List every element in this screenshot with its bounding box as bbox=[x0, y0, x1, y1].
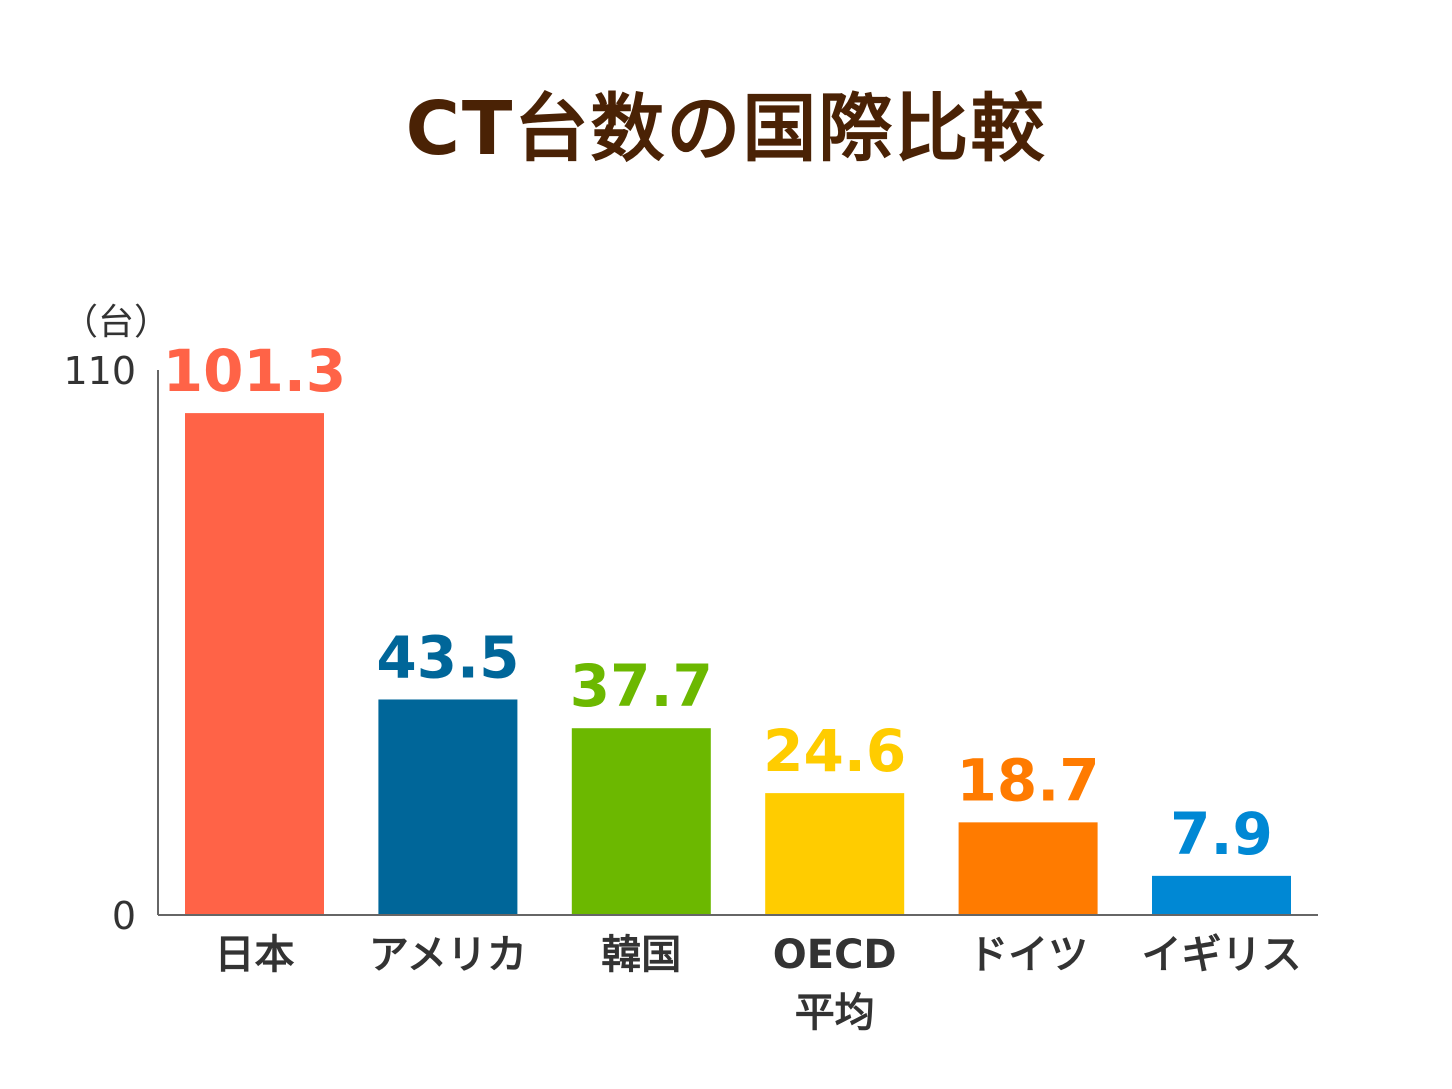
y-tick-label: 0 bbox=[112, 894, 136, 938]
category-label: 日本 bbox=[215, 932, 295, 978]
bar bbox=[378, 699, 518, 915]
value-label: 101.3 bbox=[163, 337, 346, 405]
bar bbox=[1152, 875, 1291, 915]
category-label: イギリス bbox=[1142, 932, 1302, 978]
value-labels: 101.3 43.5 37.7 24.6 18.7 7.9 bbox=[163, 337, 1273, 868]
category-label: 韓国 bbox=[601, 932, 681, 978]
category-label: アメリカ bbox=[369, 932, 527, 978]
y-axis-ticks: 0 110 bbox=[63, 349, 136, 938]
bar bbox=[571, 728, 711, 915]
category-label: OECD bbox=[773, 932, 897, 978]
category-labels: 日本 アメリカ 韓国 OECD 平均 ドイツ イギリス bbox=[215, 932, 1302, 1036]
chart-title: CT台数の国際比較 bbox=[405, 86, 1047, 172]
y-tick-label: 110 bbox=[63, 349, 136, 393]
bar bbox=[765, 793, 905, 915]
bars bbox=[185, 413, 1291, 915]
category-label: ドイツ bbox=[968, 932, 1088, 978]
bar bbox=[185, 413, 324, 915]
value-label: 43.5 bbox=[376, 623, 519, 691]
value-label: 24.6 bbox=[763, 717, 906, 785]
value-label: 37.7 bbox=[570, 652, 713, 720]
value-label: 7.9 bbox=[1170, 800, 1273, 868]
bar bbox=[958, 822, 1098, 915]
value-label: 18.7 bbox=[957, 746, 1100, 814]
category-label: 平均 bbox=[795, 990, 875, 1036]
y-axis-unit-label: （台） bbox=[62, 302, 170, 343]
